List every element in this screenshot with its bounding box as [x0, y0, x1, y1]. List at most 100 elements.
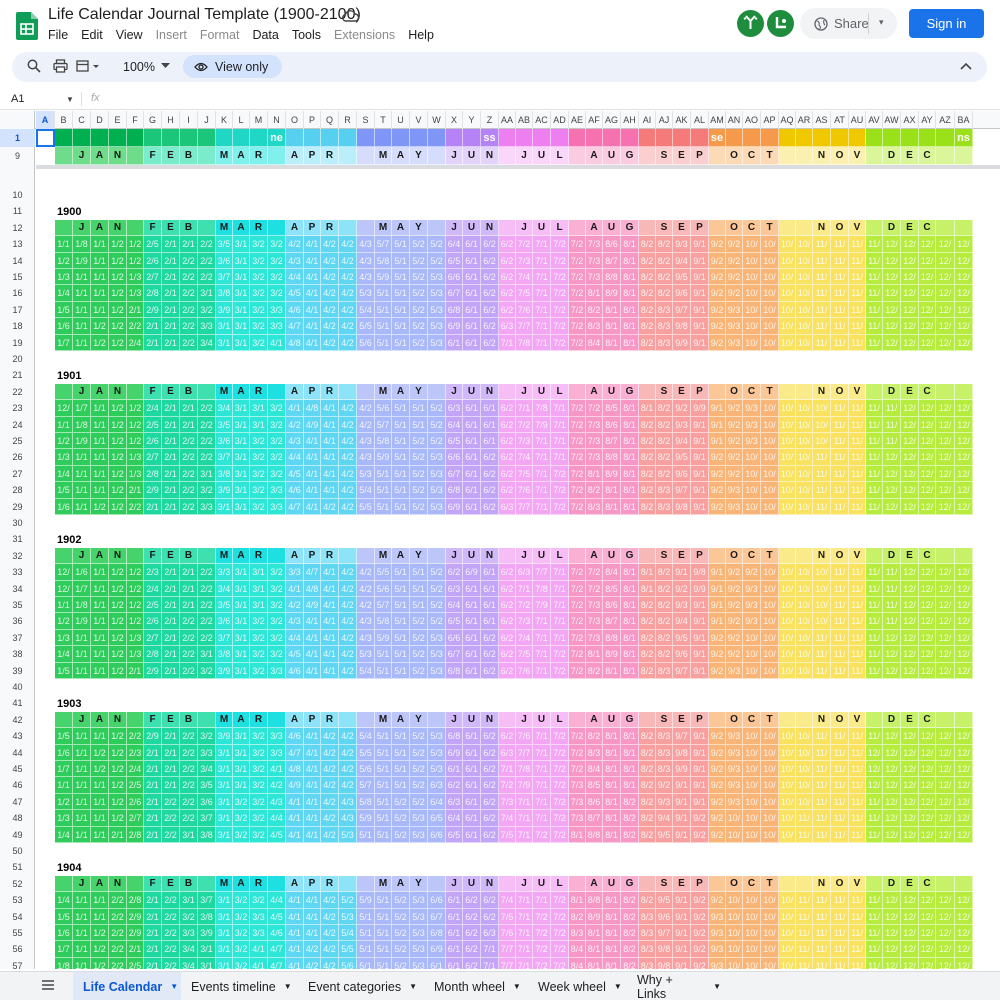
- chevron-down-icon[interactable]: ▼: [713, 982, 721, 991]
- date-cell[interactable]: 7/7: [499, 941, 516, 958]
- date-cell[interactable]: 2/2: [198, 597, 216, 614]
- month-letter-cell[interactable]: [569, 711, 586, 729]
- month-letter-cell[interactable]: C: [743, 547, 761, 565]
- date-cell[interactable]: 2/4: [144, 580, 162, 597]
- share-button[interactable]: Share ▾: [800, 8, 897, 39]
- date-cell[interactable]: 11/: [866, 318, 883, 335]
- month-letter-cell[interactable]: [866, 547, 883, 565]
- date-cell[interactable]: 5/1: [392, 646, 410, 663]
- month-letter-cell[interactable]: U: [533, 547, 551, 565]
- date-cell[interactable]: 8/1: [586, 646, 603, 663]
- month-letter-cell[interactable]: O: [831, 547, 849, 565]
- column-header-aj[interactable]: AJ: [656, 111, 673, 129]
- date-cell[interactable]: 7/5: [499, 826, 516, 843]
- date-cell[interactable]: 12/: [919, 498, 936, 515]
- month-letter-cell[interactable]: [55, 711, 73, 729]
- date-cell[interactable]: 12/: [883, 728, 901, 745]
- date-cell[interactable]: 1/2: [127, 564, 144, 581]
- date-cell[interactable]: 1/2: [109, 433, 127, 450]
- date-cell[interactable]: 11/: [866, 925, 883, 942]
- date-cell[interactable]: 4/2: [321, 252, 339, 269]
- select-all-corner[interactable]: [0, 111, 35, 129]
- date-cell[interactable]: 7/2: [551, 793, 569, 811]
- date-cell[interactable]: 5/6: [375, 400, 392, 417]
- date-cell[interactable]: 5/2: [410, 285, 428, 302]
- date-cell[interactable]: 9/1: [691, 629, 709, 647]
- date-cell[interactable]: 10/: [761, 629, 779, 647]
- date-cell[interactable]: 12/: [936, 941, 955, 958]
- date-cell[interactable]: 1/2: [91, 318, 109, 335]
- column-header-ak[interactable]: AK: [673, 111, 691, 129]
- month-letter-cell[interactable]: U: [533, 875, 551, 893]
- date-cell[interactable]: 7/1: [499, 334, 516, 351]
- date-cell[interactable]: 9/9: [673, 334, 691, 351]
- date-cell[interactable]: 3/1: [216, 498, 233, 515]
- date-cell[interactable]: 10/: [761, 252, 779, 269]
- date-cell[interactable]: 12/: [883, 285, 901, 302]
- date-cell[interactable]: 3/2: [250, 810, 268, 827]
- date-cell[interactable]: 5/1: [410, 400, 428, 417]
- sheet-tab-events-timeline[interactable]: Events timeline ▼: [181, 972, 298, 1000]
- month-letter-cell[interactable]: R: [321, 547, 339, 565]
- column-header-d[interactable]: D: [91, 111, 109, 129]
- date-cell[interactable]: 8/2: [639, 826, 656, 843]
- row-header-26[interactable]: 26: [12, 452, 23, 463]
- month-letter-cell[interactable]: A: [91, 547, 109, 565]
- date-cell[interactable]: 12/: [883, 892, 901, 909]
- month-letter-cell[interactable]: [709, 147, 726, 165]
- date-cell[interactable]: 3/2: [233, 826, 250, 843]
- date-cell[interactable]: 3/1: [180, 826, 198, 843]
- date-cell[interactable]: 2/1: [162, 498, 180, 515]
- date-cell[interactable]: 8/2: [656, 269, 673, 286]
- date-cell[interactable]: 5/1: [410, 416, 428, 433]
- date-cell[interactable]: 6/2: [499, 236, 516, 253]
- date-cell[interactable]: 9/3: [726, 498, 743, 515]
- date-cell[interactable]: 12/: [919, 646, 936, 663]
- date-cell[interactable]: 5/1: [392, 285, 410, 302]
- month-letter-cell[interactable]: G: [621, 875, 639, 893]
- month-letter-cell[interactable]: E: [162, 219, 180, 237]
- date-cell[interactable]: 8/1: [603, 826, 621, 843]
- date-cell[interactable]: 11/: [831, 941, 849, 958]
- date-cell[interactable]: 11/: [849, 941, 866, 958]
- date-cell[interactable]: 8/2: [656, 597, 673, 614]
- month-letter-cell[interactable]: [55, 383, 73, 401]
- frozen-header-cell[interactable]: [321, 129, 339, 147]
- month-letter-cell[interactable]: [955, 219, 973, 237]
- date-cell[interactable]: 6/8: [446, 728, 463, 745]
- row-header-39[interactable]: 39: [12, 665, 23, 676]
- date-cell[interactable]: 2/2: [180, 646, 198, 663]
- date-cell[interactable]: 4/2: [321, 793, 339, 811]
- date-cell[interactable]: 6/2: [463, 925, 481, 942]
- date-cell[interactable]: 2/5: [127, 777, 144, 794]
- date-cell[interactable]: 9/1: [691, 761, 709, 778]
- date-cell[interactable]: 4/1: [304, 646, 321, 663]
- date-cell[interactable]: 10/: [743, 334, 761, 351]
- date-cell[interactable]: 3/2: [268, 597, 286, 614]
- column-header-ba[interactable]: BA: [955, 111, 973, 129]
- month-letter-cell[interactable]: C: [743, 875, 761, 893]
- date-cell[interactable]: 7/4: [516, 269, 533, 286]
- date-cell[interactable]: 12/: [936, 269, 955, 286]
- month-letter-cell[interactable]: V: [849, 147, 866, 165]
- frozen-header-cell[interactable]: [743, 129, 761, 147]
- month-letter-cell[interactable]: [866, 383, 883, 401]
- date-cell[interactable]: 6/2: [481, 662, 499, 679]
- date-cell[interactable]: 7/1: [533, 465, 551, 483]
- date-cell[interactable]: 7/1: [516, 892, 533, 909]
- date-cell[interactable]: 8/2: [656, 629, 673, 647]
- frozen-header-cell[interactable]: [144, 129, 162, 147]
- date-cell[interactable]: 5/8: [357, 793, 375, 811]
- date-cell[interactable]: 9/1: [691, 301, 709, 319]
- month-letter-cell[interactable]: [428, 711, 446, 729]
- month-letter-cell[interactable]: J: [516, 711, 533, 729]
- date-cell[interactable]: 11/: [866, 269, 883, 286]
- date-cell[interactable]: 12/: [883, 318, 901, 335]
- date-cell[interactable]: 9/1: [691, 728, 709, 745]
- column-header-c[interactable]: C: [73, 111, 91, 129]
- date-cell[interactable]: 9/2: [709, 318, 726, 335]
- date-cell[interactable]: 6/2: [481, 301, 499, 319]
- month-letter-cell[interactable]: N: [813, 547, 831, 565]
- date-cell[interactable]: 12/: [883, 941, 901, 958]
- date-cell[interactable]: 4/2: [321, 334, 339, 351]
